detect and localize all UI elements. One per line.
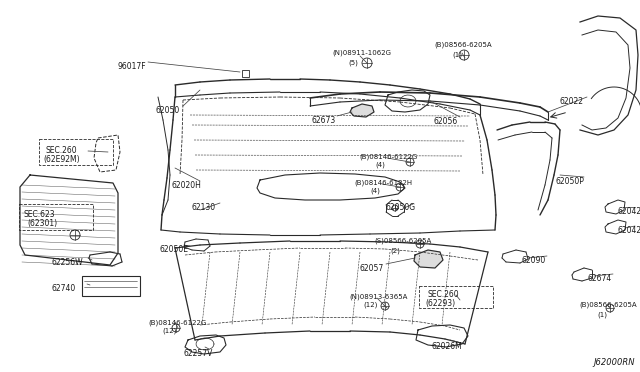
Text: (B)08146-6122G: (B)08146-6122G (148, 319, 206, 326)
Text: 62020H: 62020H (172, 181, 202, 190)
Text: 62740: 62740 (52, 284, 76, 293)
Text: 96017F: 96017F (118, 62, 147, 71)
Text: 62090: 62090 (521, 256, 545, 265)
Bar (82, 276, 140, 296)
Text: 62050E: 62050E (160, 245, 189, 254)
Text: (62E92M): (62E92M) (43, 155, 79, 164)
Text: 62130: 62130 (192, 203, 216, 212)
Text: 62257V: 62257V (183, 349, 212, 358)
Text: SEC.260: SEC.260 (428, 290, 460, 299)
Text: (N)08913-6365A: (N)08913-6365A (349, 293, 408, 299)
Text: 62050G: 62050G (385, 203, 415, 212)
Text: (12): (12) (162, 328, 177, 334)
Text: 62674: 62674 (587, 274, 611, 283)
Text: (2): (2) (390, 247, 400, 253)
Text: (5): (5) (348, 59, 358, 65)
Text: (4): (4) (375, 162, 385, 169)
Text: 62057: 62057 (360, 264, 384, 273)
Text: 62050: 62050 (155, 106, 179, 115)
Text: (B)08146-6122H: (B)08146-6122H (354, 179, 412, 186)
Text: (1): (1) (452, 51, 462, 58)
Polygon shape (350, 104, 374, 117)
Text: 62673: 62673 (311, 116, 335, 125)
Text: 62042B: 62042B (617, 207, 640, 216)
Polygon shape (414, 250, 443, 268)
Text: (62301): (62301) (27, 219, 57, 228)
Text: (62293): (62293) (425, 299, 455, 308)
Text: J62000RN: J62000RN (593, 358, 635, 367)
Text: 62026M: 62026M (432, 342, 463, 351)
Text: (B)08146-6122G: (B)08146-6122G (359, 153, 417, 160)
Text: 62042A: 62042A (617, 226, 640, 235)
Text: (S)08566-6205A: (S)08566-6205A (374, 238, 431, 244)
Text: 62050P: 62050P (556, 177, 585, 186)
Text: 62022: 62022 (559, 97, 583, 106)
Text: (B)08566-6205A: (B)08566-6205A (434, 42, 492, 48)
Text: (1): (1) (597, 311, 607, 317)
Text: 62056: 62056 (434, 117, 458, 126)
Text: (B)08566-6205A: (B)08566-6205A (579, 302, 637, 308)
Text: (4): (4) (370, 188, 380, 195)
Text: (12): (12) (363, 302, 378, 308)
Text: 62256W: 62256W (52, 258, 84, 267)
Text: SEC.623: SEC.623 (24, 210, 56, 219)
Text: SEC.260: SEC.260 (46, 146, 77, 155)
Text: (N)08911-1062G: (N)08911-1062G (332, 50, 391, 57)
Bar (241, 70, 248, 77)
